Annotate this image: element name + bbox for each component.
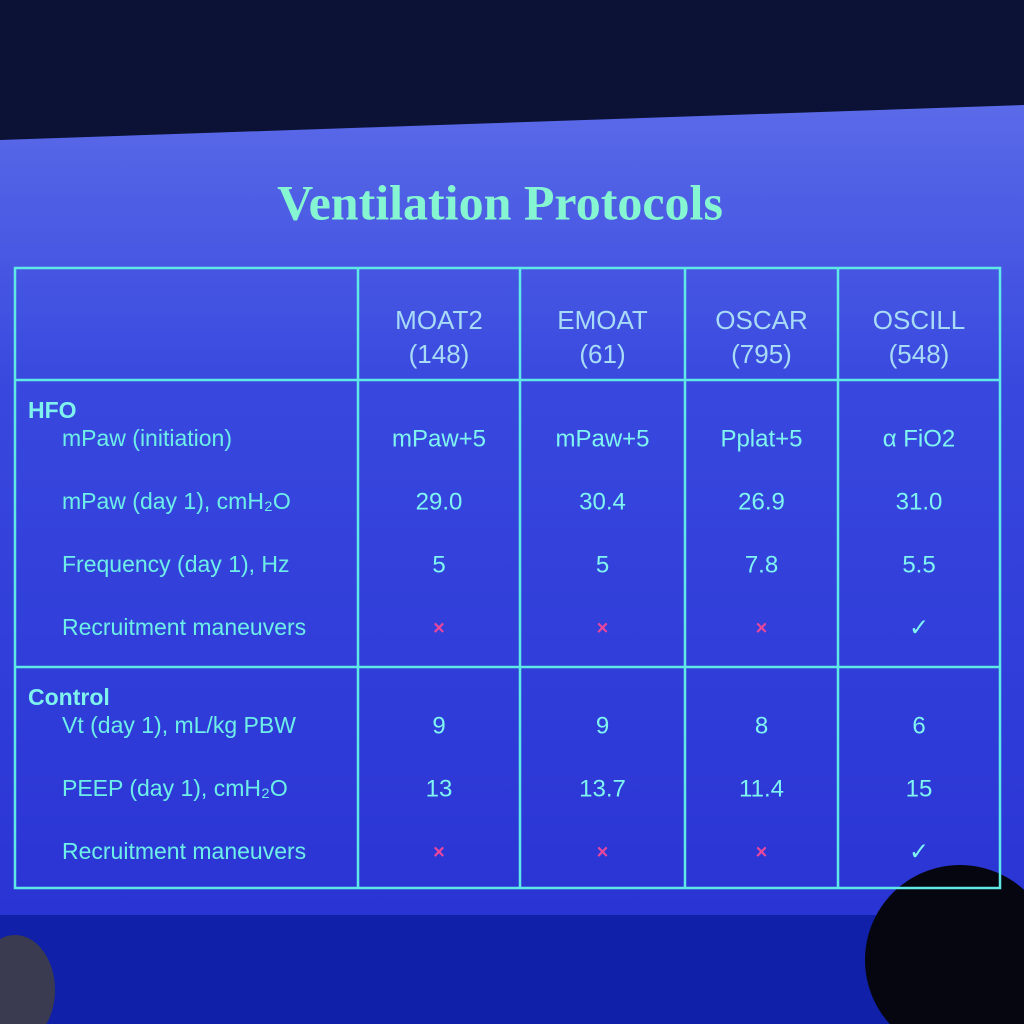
row-label: mPaw (initiation) [62, 425, 232, 451]
stage [0, 915, 1024, 1024]
section-name: HFO [28, 397, 77, 423]
row-label: Recruitment maneuvers [62, 838, 306, 864]
column-n: (795) [731, 339, 792, 369]
cell: × [756, 617, 768, 639]
cell: × [597, 617, 609, 639]
column-n: (148) [409, 339, 470, 369]
slide-title: Ventilation Protocols [277, 174, 723, 230]
cell: 26.9 [738, 488, 785, 515]
column-name: MOAT2 [395, 305, 483, 335]
table-border [13, 266, 1002, 890]
cell: mPaw+5 [392, 425, 486, 452]
table: MOAT2 (148) EMOAT (61) OSCAR (795) OSCILL (548)… [13, 266, 1002, 890]
cell: 7.8 [745, 551, 778, 578]
audience-head [0, 935, 55, 1024]
cell: 5.5 [902, 551, 935, 578]
column-n: (548) [889, 339, 950, 369]
audience-head [865, 865, 1024, 1024]
cell: ✓ [909, 614, 929, 641]
row-label: PEEP (day 1), cmH₂O [62, 775, 288, 801]
cell: × [433, 617, 445, 639]
cell: 15 [906, 775, 933, 802]
cell: 6 [912, 712, 925, 739]
cell: 8 [755, 712, 768, 739]
cell: mPaw+5 [555, 425, 649, 452]
cell: 5 [432, 551, 445, 578]
row-label: Recruitment maneuvers [62, 614, 306, 640]
cell: × [756, 841, 768, 863]
cell: 31.0 [896, 488, 943, 515]
cell: Pplat+5 [720, 425, 802, 452]
section-name: Control [28, 684, 110, 710]
cell: 13 [426, 775, 453, 802]
cell: 29.0 [416, 488, 463, 515]
column-name: OSCAR [715, 305, 807, 335]
column-n: (61) [579, 339, 625, 369]
cell: 30.4 [579, 488, 626, 515]
cell: α FiO2 [883, 425, 956, 452]
column-name: OSCILL [873, 305, 966, 335]
cell: ✓ [909, 838, 929, 865]
cell: 11.4 [739, 775, 784, 802]
row-label: mPaw (day 1), cmH₂O [62, 488, 291, 514]
slide [0, 105, 1024, 915]
row-label: Vt (day 1), mL/kg PBW [62, 712, 296, 738]
row-label: Frequency (day 1), Hz [62, 551, 290, 577]
column-name: EMOAT [557, 305, 648, 335]
cell: × [597, 841, 609, 863]
cell: × [433, 841, 445, 863]
cell: 13.7 [579, 775, 626, 802]
cell: 9 [596, 712, 609, 739]
cell: 5 [596, 551, 609, 578]
cell: 9 [432, 712, 445, 739]
